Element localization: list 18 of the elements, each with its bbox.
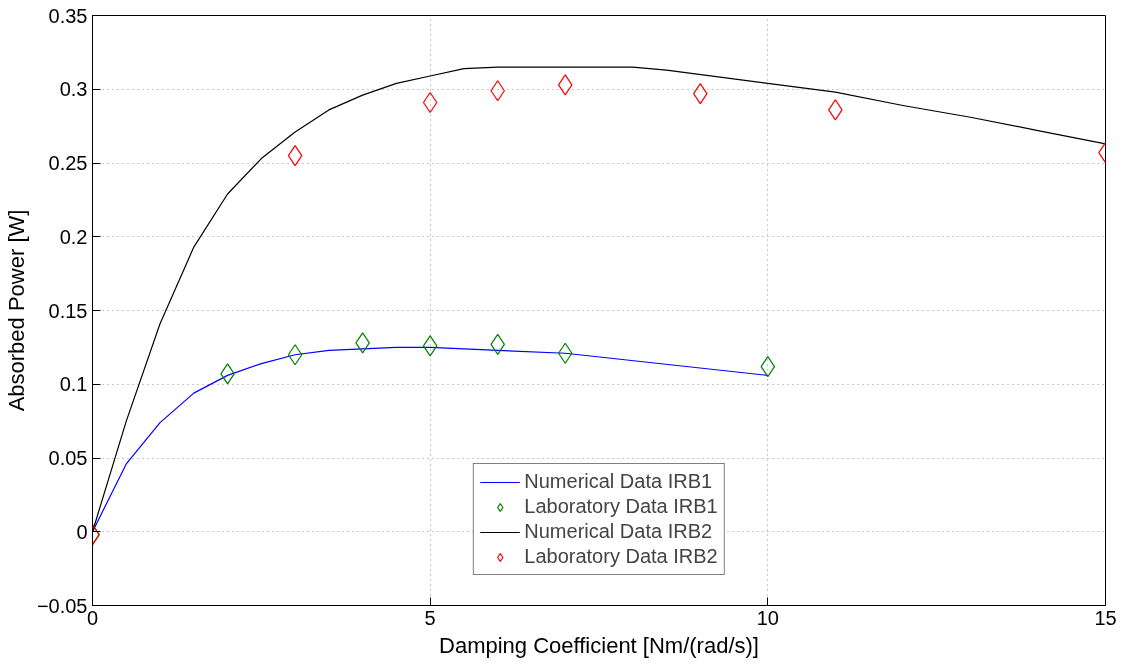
legend-label: Laboratory Data IRB1: [524, 495, 718, 518]
y-tick-label: 0.1: [59, 373, 88, 396]
y-tick-label: 0.05: [48, 447, 88, 469]
x-tick-label: 15: [1094, 606, 1117, 629]
y-axis-title: Absorbed Power [W]: [3, 209, 29, 412]
legend-label: Numerical Data IRB1: [524, 470, 713, 493]
y-tick-label: 0.15: [48, 299, 88, 322]
y-tick-label: 0.25: [48, 152, 88, 174]
y-tick-label: −0.05: [36, 594, 88, 617]
x-tick-label: 10: [756, 606, 779, 629]
x-axis-title: Damping Coefficient [Nm/(rad/s)]: [439, 632, 759, 658]
legend-label: Laboratory Data IRB2: [524, 545, 718, 568]
x-tick-label: 5: [424, 606, 436, 629]
legend-label: Numerical Data IRB2: [524, 520, 713, 543]
y-tick-label: 0.3: [59, 78, 88, 101]
y-tick-label: 0: [76, 520, 88, 543]
y-tick-label: 0.2: [59, 225, 88, 248]
y-tick-label: 0.35: [48, 4, 88, 27]
